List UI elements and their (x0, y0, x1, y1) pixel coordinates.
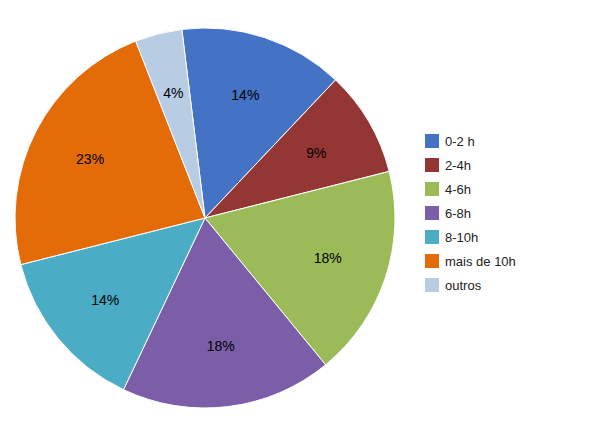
legend-item: 4-6h (425, 182, 471, 197)
legend-item: 2-4h (425, 158, 471, 173)
legend-item: 0-2 h (425, 134, 475, 149)
legend-swatch (425, 230, 439, 244)
legend-swatch (425, 278, 439, 292)
data-label: 14% (91, 292, 119, 308)
legend-label: 2-4h (445, 158, 471, 173)
data-label: 18% (207, 338, 235, 354)
legend-item: 6-8h (425, 206, 471, 221)
legend-label: 8-10h (445, 230, 478, 245)
data-label: 9% (306, 145, 326, 161)
pie (15, 28, 395, 408)
data-labels: 14% 9% 18% 18% 14% 23% 4% (76, 85, 342, 354)
legend-item: 8-10h (425, 230, 478, 245)
data-label: 18% (314, 250, 342, 266)
legend-swatch (425, 134, 439, 148)
data-label: 23% (76, 151, 104, 167)
legend-swatch (425, 158, 439, 172)
legend-swatch (425, 182, 439, 196)
legend-label: 4-6h (445, 182, 471, 197)
legend-label: outros (445, 278, 482, 293)
legend-item: mais de 10h (425, 254, 516, 269)
legend-label: 6-8h (445, 206, 471, 221)
legend-item: outros (425, 278, 482, 293)
chart: 14% 9% 18% 18% 14% 23% 4% 0-2 h 2-4h 4-6h 6-8h 8-10… (0, 0, 593, 436)
data-label: 4% (163, 85, 183, 101)
legend: 0-2 h 2-4h 4-6h 6-8h 8-10h mais de 10h outros (425, 134, 516, 293)
data-label: 14% (231, 87, 259, 103)
legend-label: 0-2 h (445, 134, 475, 149)
legend-label: mais de 10h (445, 254, 516, 269)
legend-swatch (425, 206, 439, 220)
legend-swatch (425, 254, 439, 268)
slice (136, 29, 205, 218)
